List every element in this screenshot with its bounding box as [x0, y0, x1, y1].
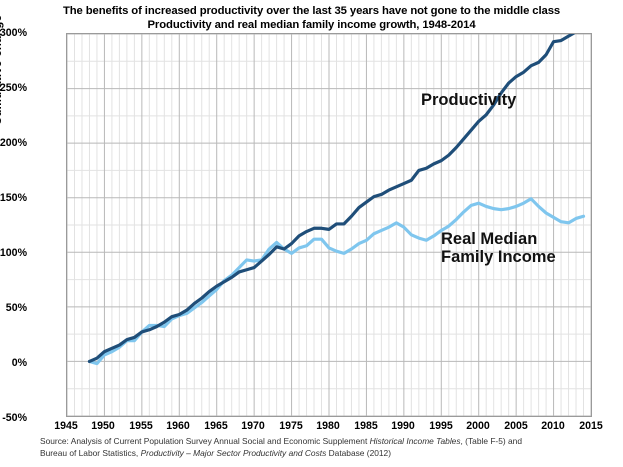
series-line-productivity [87, 34, 576, 364]
y-axis-title: Cumulative change [0, 14, 4, 126]
y-tick-label-neg50: -50% [2, 412, 27, 424]
x-tick-label-1980: 1980 [316, 420, 340, 432]
x-tick-label-1975: 1975 [279, 420, 303, 432]
source-line2-italic: Productivity – Major Sector Productivity… [140, 447, 327, 458]
series-label-income-line1: Real Median [441, 230, 538, 248]
source-line1-text-a: Source: Analysis of Current Population S… [40, 436, 370, 446]
x-tick-label-2000: 2000 [466, 420, 490, 432]
x-tick-label-1960: 1960 [166, 420, 190, 432]
x-tick-label-1945: 1945 [54, 420, 78, 432]
x-tick-label-1965: 1965 [204, 420, 228, 432]
source-note: Source: Analysis of Current Population S… [40, 436, 618, 459]
x-tick-label-2015: 2015 [579, 420, 603, 432]
chart-title-sub: Productivity and real median family inco… [147, 19, 476, 31]
x-tick-label-1995: 1995 [429, 420, 453, 432]
x-tick-label-2005: 2005 [504, 420, 528, 432]
source-line1-italic: Historical Income Tables [369, 436, 461, 446]
series-label-real-median-family-income: Real Median Family Income [441, 230, 556, 266]
y-tick-label-50: 50% [5, 302, 27, 314]
source-line2-text-a: Bureau of Labor Statistics, [40, 447, 141, 458]
y-tick-label-300: 300% [0, 27, 27, 39]
x-tick-label-1950: 1950 [91, 420, 115, 432]
y-tick-label-250: 250% [0, 82, 27, 94]
x-tick-label-2010: 2010 [541, 420, 565, 432]
y-tick-label-150: 150% [0, 192, 27, 204]
chart-title-block: The benefits of increased productivity o… [0, 4, 623, 32]
x-tick-label-1970: 1970 [241, 420, 265, 432]
source-line1-text-b: , (Table F-5) and [460, 436, 522, 446]
series-line-real-median-family-income [87, 197, 586, 366]
series-label-productivity: Productivity [421, 91, 517, 109]
x-tick-label-1985: 1985 [354, 420, 378, 432]
x-tick-label-1955: 1955 [129, 420, 153, 432]
source-note-line2: Bureau of Labor Statistics, Productivity… [40, 448, 618, 460]
plot-area [66, 33, 592, 417]
y-tick-label-100: 100% [0, 247, 27, 259]
series-label-income-line2: Family Income [441, 248, 556, 266]
source-line2-text-b: Database (2012) [326, 447, 391, 458]
chart-title-main: The benefits of increased productivity o… [62, 5, 561, 17]
x-tick-label-1990: 1990 [391, 420, 415, 432]
y-tick-label-200: 200% [0, 137, 27, 149]
plot-svg [67, 34, 591, 416]
y-tick-label-0: 0% [11, 357, 27, 369]
source-note-line1: Source: Analysis of Current Population S… [40, 436, 618, 448]
